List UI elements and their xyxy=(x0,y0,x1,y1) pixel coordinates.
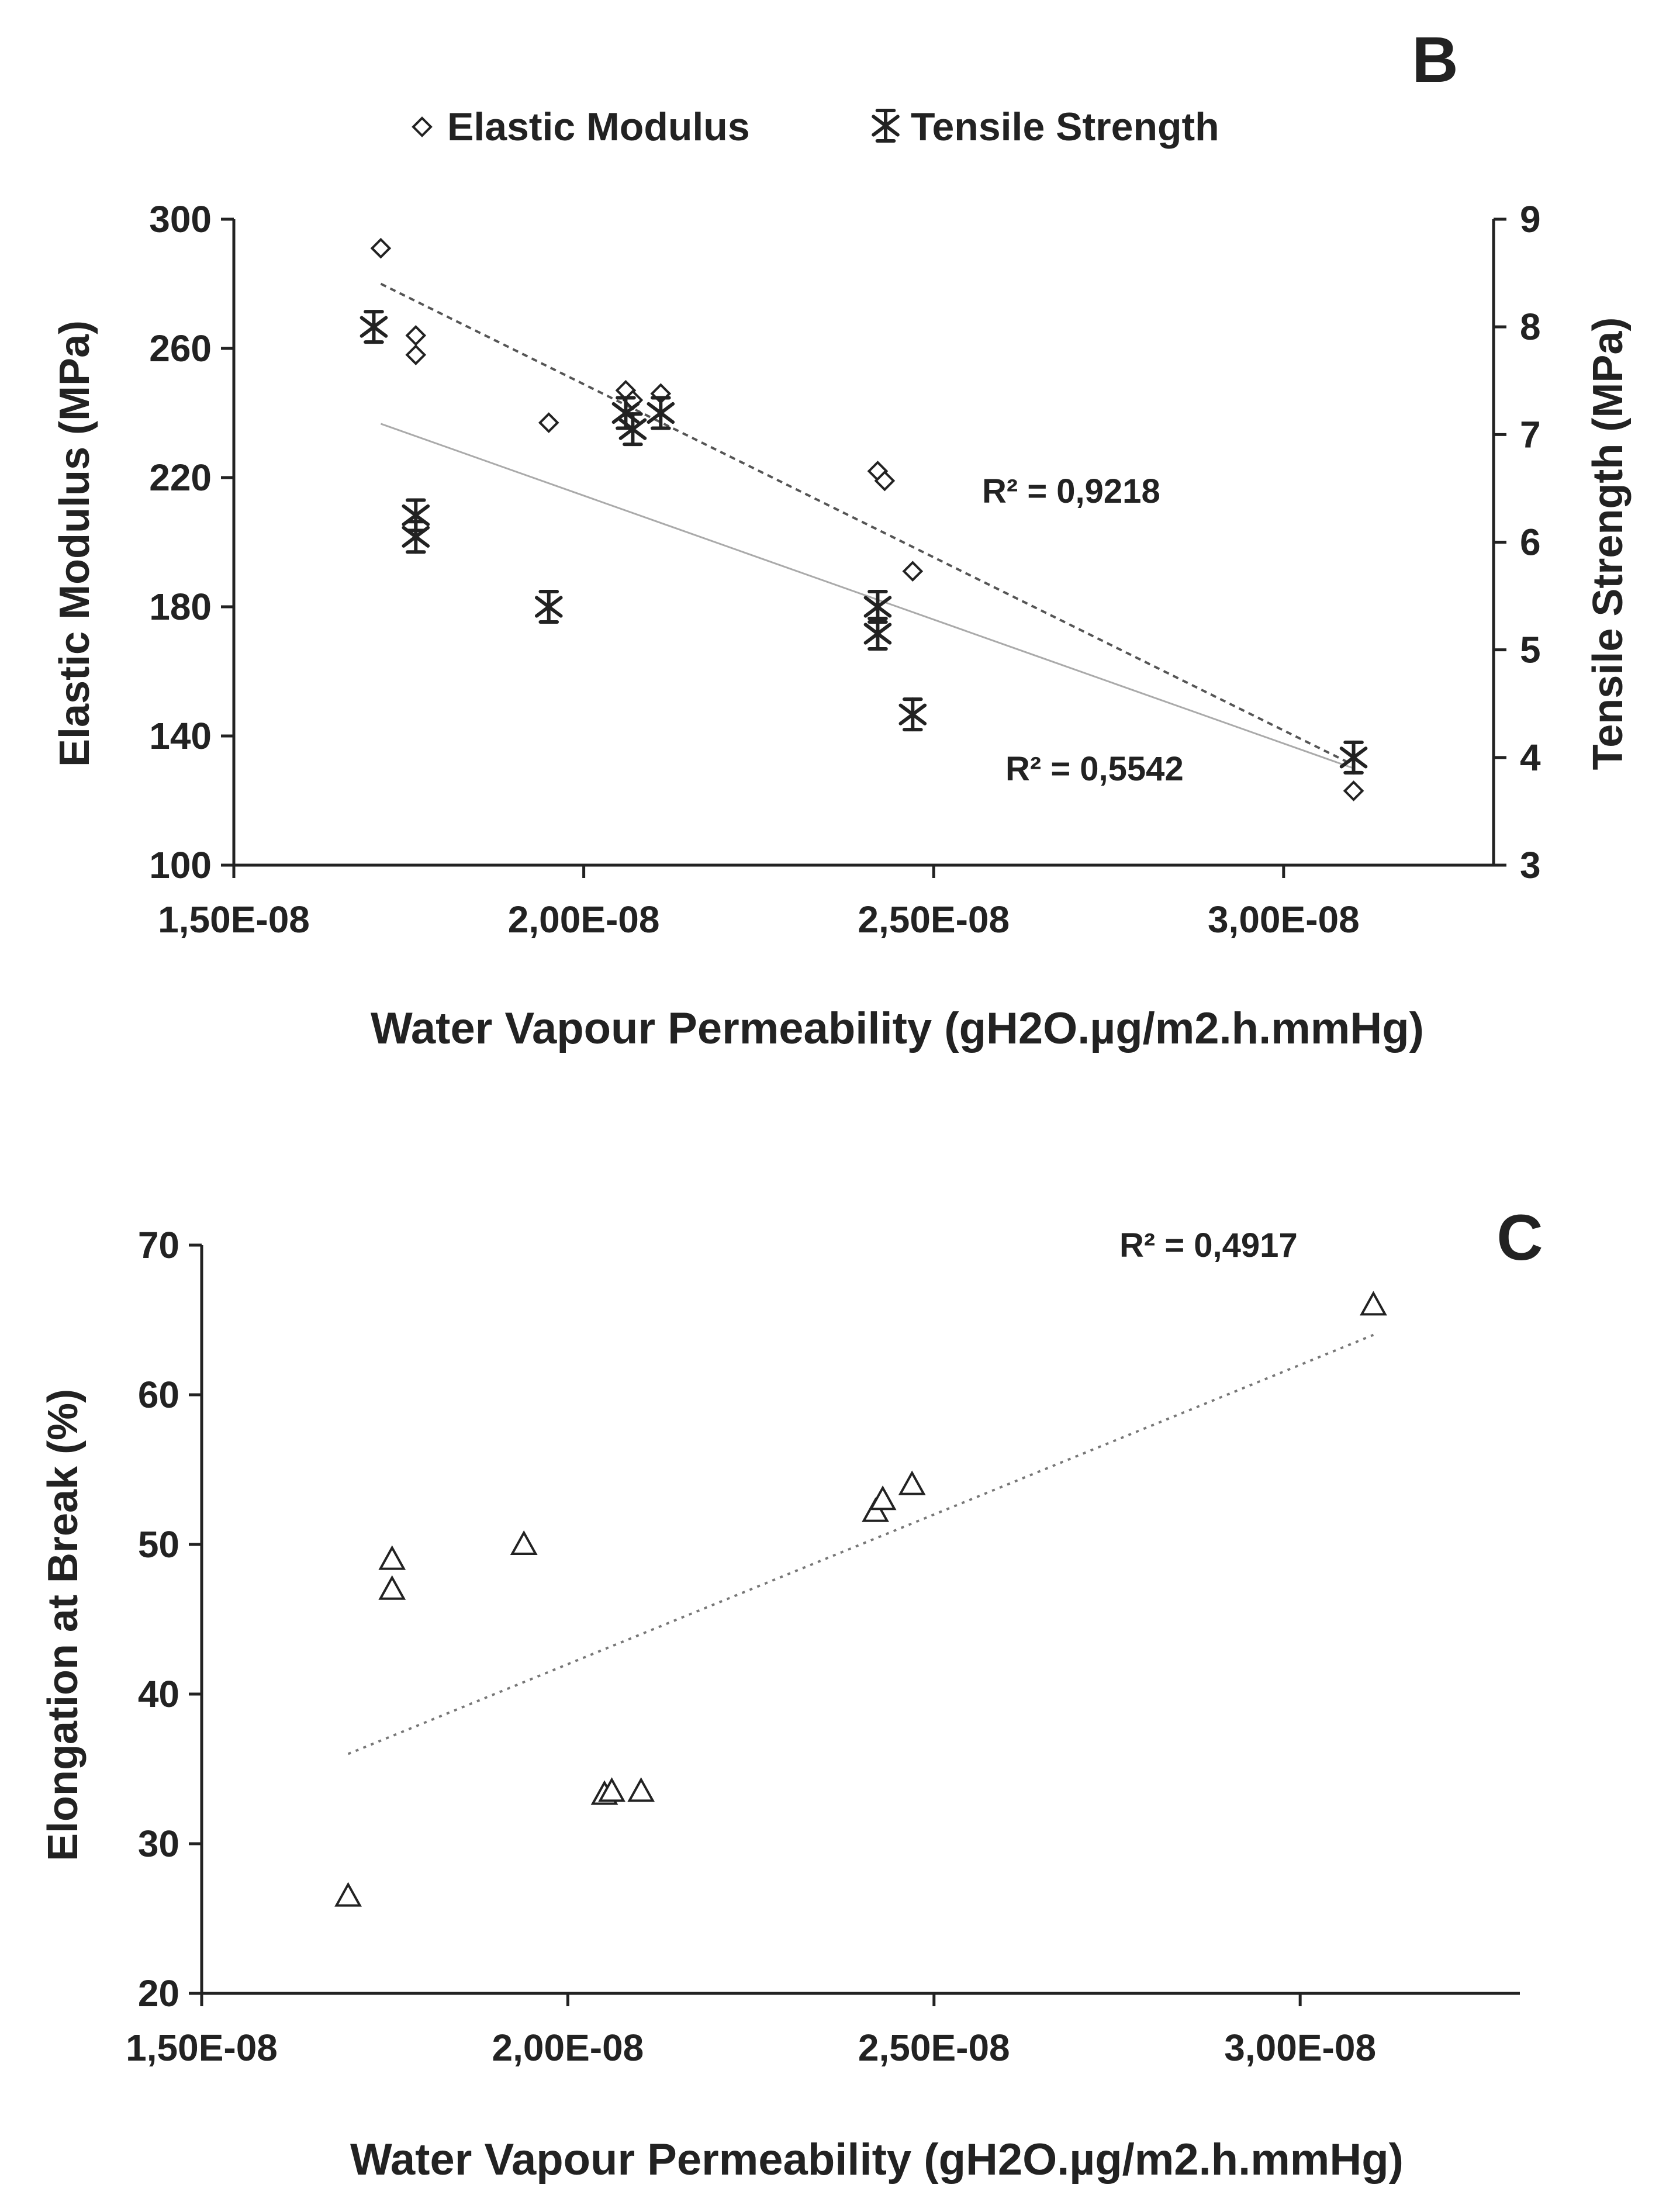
b-left-y-tick-label-4: 260 xyxy=(149,327,212,369)
c-left-y-tick-label-2: 40 xyxy=(138,1673,179,1715)
b-tensile-strength-point-0-stroke-2 xyxy=(360,316,388,338)
c-x-tick-label-1: 2,00E-08 xyxy=(492,2027,644,2069)
c-elongation-at-break-trendline xyxy=(347,1333,1374,1755)
b-legend-tensile-strength-label: Tensile Strength xyxy=(911,105,1219,149)
b-x-tick-label-1: 2,00E-08 xyxy=(508,898,660,941)
b-x-tick-label-3: 3,00E-08 xyxy=(1208,898,1360,941)
b-tensile-strength-point-5-stroke-2 xyxy=(618,418,647,440)
b-right-y-tick-label-3: 6 xyxy=(1520,521,1541,564)
b-tensile-strength-point-7-stroke-2 xyxy=(863,596,892,618)
b-tensile-strength-point-5 xyxy=(618,412,647,447)
c-elongation-at-break-point-3 xyxy=(510,1530,538,1555)
b-elastic-modulus-point-2 xyxy=(405,344,427,365)
b-right-y-tick-label-4: 7 xyxy=(1520,413,1541,455)
b-tensile-strength-point-10 xyxy=(1339,740,1368,775)
b-elastic-modulus-point-9 xyxy=(902,561,924,582)
panel-c-elongation-chart: C 1,50E-08 2,00E-08 2,50E-08 3,00E-08 20 30 40… xyxy=(40,1202,1543,2185)
b-right-y-tick-label-5: 8 xyxy=(1520,306,1541,348)
b-elastic-modulus-point-0 xyxy=(370,237,392,259)
b-x-tick-label-2: 2,50E-08 xyxy=(858,898,1010,941)
b-tensile-strength-point-6 xyxy=(647,396,675,430)
panel-b-elastic-tensile-chart: B Elastic Modulus Tensile Strength 1,50E-… xyxy=(51,24,1632,1053)
b-elastic-modulus-trendline xyxy=(380,282,1354,766)
c-elongation-at-break-point-1 xyxy=(378,1545,406,1570)
panel-b-x-axis-label: Water Vapour Permeability (gH2O.µg/m2.h.… xyxy=(371,1004,1424,1053)
c-elongation-at-break-point-6 xyxy=(627,1777,655,1802)
b-tensile-strength-point-8 xyxy=(863,617,892,651)
c-elongation-at-break-point-8 xyxy=(869,1485,897,1511)
b-left-y-tick-label-5: 300 xyxy=(149,198,212,240)
panel-b-left-y-axis-label: Elastic Modulus (MPa) xyxy=(51,320,98,767)
b-elastic-modulus-point-1 xyxy=(405,325,427,346)
panel-c-axes: 1,50E-08 2,00E-08 2,50E-08 3,00E-08 20 30 40 50… xyxy=(126,1224,1520,2069)
b-elastic-modulus-point-10 xyxy=(1343,780,1364,801)
b-tensile-strength-point-10-stroke-2 xyxy=(1339,746,1368,769)
b-left-y-tick-label-1: 140 xyxy=(149,715,212,757)
b-right-y-tick-label-0: 3 xyxy=(1520,844,1541,886)
b-tensile-strength-point-3 xyxy=(534,590,563,624)
b-right-y-tick-label-6: 9 xyxy=(1520,198,1541,240)
b-tensile-strength-point-8-stroke-2 xyxy=(863,623,892,645)
panel-c-data-marks: R² = 0,4917 xyxy=(334,1226,1387,1907)
b-tensile-strength-point-6-stroke-2 xyxy=(647,402,675,424)
b-elastic-modulus-point-8 xyxy=(874,470,896,492)
b-left-y-tick-label-2: 180 xyxy=(149,586,212,628)
b-elastic-modulus-r2-label: R² = 0,9218 xyxy=(982,472,1160,510)
c-left-y-tick-label-0: 20 xyxy=(138,1972,179,2014)
b-legend-tensile-strength-swatch-stroke-2 xyxy=(872,115,900,137)
c-elongation-at-break-point-2 xyxy=(378,1575,406,1600)
b-tensile-strength-trendline xyxy=(380,423,1354,769)
b-tensile-strength-r2-label: R² = 0,5542 xyxy=(1005,750,1184,788)
c-left-y-tick-label-1: 30 xyxy=(138,1823,179,1865)
b-tensile-strength-point-9 xyxy=(898,697,927,732)
b-legend-elastic-modulus-swatch xyxy=(412,116,433,137)
panel-b-axes: 1,50E-08 2,00E-08 2,50E-08 3,00E-08 100 140 18… xyxy=(149,198,1541,941)
panel-c-x-axis-label: Water Vapour Permeability (gH2O.µg/m2.h.… xyxy=(350,2135,1404,2185)
b-x-tick-label-0: 1,50E-08 xyxy=(158,898,310,941)
c-elongation-at-break-r2-label: R² = 0,4917 xyxy=(1119,1226,1298,1264)
c-left-y-tick-label-4: 60 xyxy=(138,1374,179,1416)
c-elongation-at-break-point-0 xyxy=(334,1882,362,1907)
b-elastic-modulus-point-3 xyxy=(538,412,559,433)
panel-b-label: B xyxy=(1412,24,1458,96)
panel-b-legend: Elastic Modulus Tensile Strength xyxy=(412,105,1219,149)
c-x-tick-label-2: 2,50E-08 xyxy=(858,2027,1010,2069)
panel-c-y-axis-label: Elongation at Break (%) xyxy=(40,1389,87,1861)
b-tensile-strength-point-9-stroke-2 xyxy=(898,703,927,725)
c-elongation-at-break-point-5 xyxy=(598,1777,625,1802)
b-legend-tensile-strength-swatch xyxy=(872,109,900,143)
panel-b-right-y-axis-label: Tensile Strength (MPa) xyxy=(1585,317,1632,770)
panel-c-label: C xyxy=(1496,1202,1543,1274)
b-tensile-strength-point-2-stroke-2 xyxy=(402,526,430,548)
b-tensile-strength-point-2 xyxy=(402,520,430,554)
c-elongation-at-break-point-7 xyxy=(862,1497,889,1522)
c-elongation-at-break-point-9 xyxy=(898,1470,926,1495)
c-x-tick-label-3: 3,00E-08 xyxy=(1224,2027,1376,2069)
c-x-tick-label-0: 1,50E-08 xyxy=(126,2027,278,2069)
c-left-y-tick-label-5: 70 xyxy=(138,1224,179,1266)
b-left-y-tick-label-0: 100 xyxy=(149,844,212,886)
panel-b-data-marks: R² = 0,9218 R² = 0,5542 xyxy=(360,237,1368,801)
b-tensile-strength-point-0 xyxy=(360,310,388,344)
b-tensile-strength-point-3-stroke-2 xyxy=(534,596,563,618)
b-legend-elastic-modulus-label: Elastic Modulus xyxy=(447,105,750,149)
b-right-y-tick-label-2: 5 xyxy=(1520,629,1541,671)
c-left-y-tick-label-3: 50 xyxy=(138,1523,179,1565)
b-right-y-tick-label-1: 4 xyxy=(1520,737,1541,779)
c-elongation-at-break-point-10 xyxy=(1360,1291,1387,1316)
b-left-y-tick-label-3: 220 xyxy=(149,457,212,499)
